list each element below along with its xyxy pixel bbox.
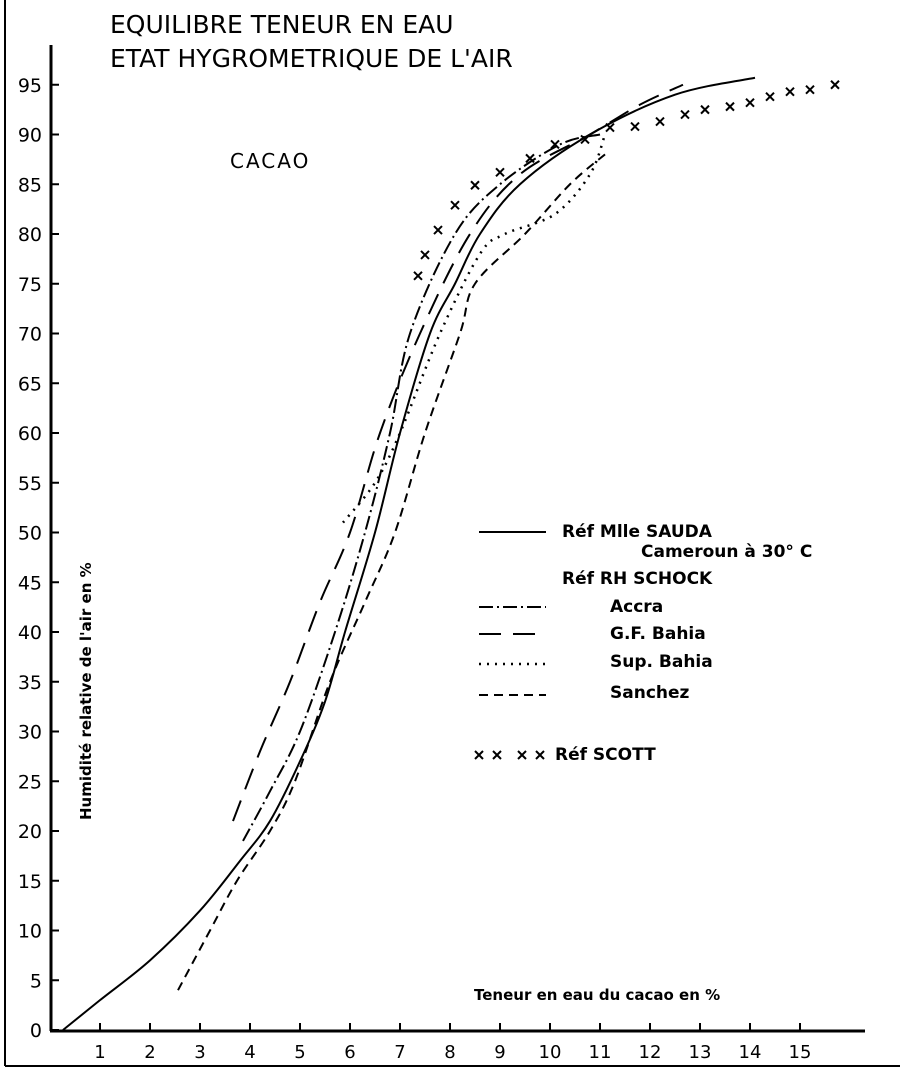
x-tick-label: 5 bbox=[294, 1042, 305, 1063]
x-tick-label: 10 bbox=[539, 1042, 562, 1063]
x-tick-label: 8 bbox=[444, 1042, 455, 1063]
y-axis-label: Humidité relative de l'air en % bbox=[77, 562, 95, 820]
chart-title-line-1: EQUILIBRE TENEUR EN EAU bbox=[110, 10, 454, 39]
y-tick-label: 95 bbox=[18, 75, 42, 97]
x-tick-label: 3 bbox=[194, 1042, 205, 1063]
legend-cross-icon bbox=[535, 750, 545, 760]
legend-label-gf-bahia: G.F. Bahia bbox=[610, 624, 706, 644]
y-tick-label: 15 bbox=[18, 871, 42, 893]
legend-label-sup-bahia: Sup. Bahia bbox=[610, 652, 713, 672]
x-tick-label: 4 bbox=[244, 1042, 255, 1063]
legend-swatch-scott bbox=[474, 750, 545, 760]
data-point-cross bbox=[433, 225, 443, 235]
x-tick-label: 7 bbox=[394, 1042, 405, 1063]
y-tick-label: 85 bbox=[18, 174, 42, 196]
x-tick-label: 6 bbox=[344, 1042, 355, 1063]
data-point-cross bbox=[580, 134, 590, 145]
x-tick-label: 11 bbox=[589, 1042, 612, 1063]
legend-cross-icon bbox=[474, 750, 484, 760]
data-point-cross bbox=[550, 139, 560, 150]
y-tick-label: 20 bbox=[18, 821, 42, 843]
legend-cross-icon bbox=[492, 750, 502, 760]
data-point-cross bbox=[700, 104, 710, 115]
y-tick-label: 0 bbox=[30, 1020, 42, 1042]
legend-label-accra: Accra bbox=[610, 597, 663, 617]
data-point-cross bbox=[745, 97, 755, 108]
y-tick-label: 10 bbox=[18, 921, 42, 943]
y-tick-label: 80 bbox=[18, 224, 42, 246]
legend-cross-icon bbox=[517, 750, 527, 760]
legend-sublabel-sauda: Cameroun à 30° C bbox=[641, 542, 812, 562]
data-point-cross bbox=[680, 109, 690, 120]
y-tick-label: 30 bbox=[18, 722, 42, 744]
data-point-cross bbox=[470, 180, 480, 190]
y-tick-label: 50 bbox=[18, 523, 42, 545]
legend: Réf Mlle SAUDA Cameroun à 30° C Réf RH S… bbox=[474, 522, 812, 765]
data-point-cross bbox=[655, 116, 665, 127]
y-tick-label: 55 bbox=[18, 473, 42, 495]
series-accra-line bbox=[242, 133, 601, 842]
legend-header-schock: Réf RH SCHOCK bbox=[562, 569, 713, 589]
data-point-cross bbox=[413, 271, 423, 281]
series-r-f-scott bbox=[413, 80, 840, 281]
data-point-cross bbox=[785, 87, 795, 97]
data-point-cross bbox=[765, 91, 775, 102]
x-tick-label: 12 bbox=[639, 1042, 662, 1063]
x-tick-label: 2 bbox=[144, 1042, 155, 1063]
legend-label-sanchez: Sanchez bbox=[610, 683, 690, 703]
series-g-f-bahia-line bbox=[232, 83, 684, 822]
data-point-cross bbox=[525, 153, 535, 164]
data-point-cross bbox=[605, 122, 615, 133]
x-tick-label: 15 bbox=[789, 1042, 812, 1063]
y-tick-label: 25 bbox=[18, 771, 42, 793]
legend-label-sauda: Réf Mlle SAUDA bbox=[562, 522, 713, 542]
data-point-cross bbox=[830, 80, 840, 90]
chart-title-line-2: ETAT HYGROMETRIQUE DE L'AIR bbox=[110, 44, 513, 73]
series-r-f-mlle-sauda-line bbox=[62, 76, 756, 1031]
data-point-cross bbox=[725, 101, 735, 112]
y-tick-label: 5 bbox=[30, 970, 42, 992]
data-point-cross bbox=[450, 200, 460, 210]
data-point-cross bbox=[805, 85, 815, 95]
y-tick-label: 90 bbox=[18, 125, 42, 147]
x-tick-label: 13 bbox=[689, 1042, 712, 1063]
data-point-cross bbox=[495, 167, 505, 178]
y-tick-label: 65 bbox=[18, 373, 42, 395]
x-tick-label: 1 bbox=[94, 1042, 105, 1063]
x-tick-label: 14 bbox=[739, 1042, 762, 1063]
x-axis-label: Teneur en eau du cacao en % bbox=[474, 986, 720, 1004]
series-sanchez-line bbox=[177, 153, 606, 991]
y-tick-label: 75 bbox=[18, 274, 42, 296]
y-tick-label: 35 bbox=[18, 672, 42, 694]
data-point-cross bbox=[420, 250, 430, 260]
legend-label-scott: Réf SCOTT bbox=[555, 745, 656, 765]
annotation-cacao: CACAO bbox=[230, 149, 310, 173]
data-point-cross bbox=[630, 121, 640, 132]
y-tick-label: 70 bbox=[18, 324, 42, 346]
y-tick-label: 40 bbox=[18, 622, 42, 644]
x-tick-label: 9 bbox=[494, 1042, 505, 1063]
y-tick-label: 60 bbox=[18, 423, 42, 445]
y-tick-label: 45 bbox=[18, 572, 42, 594]
